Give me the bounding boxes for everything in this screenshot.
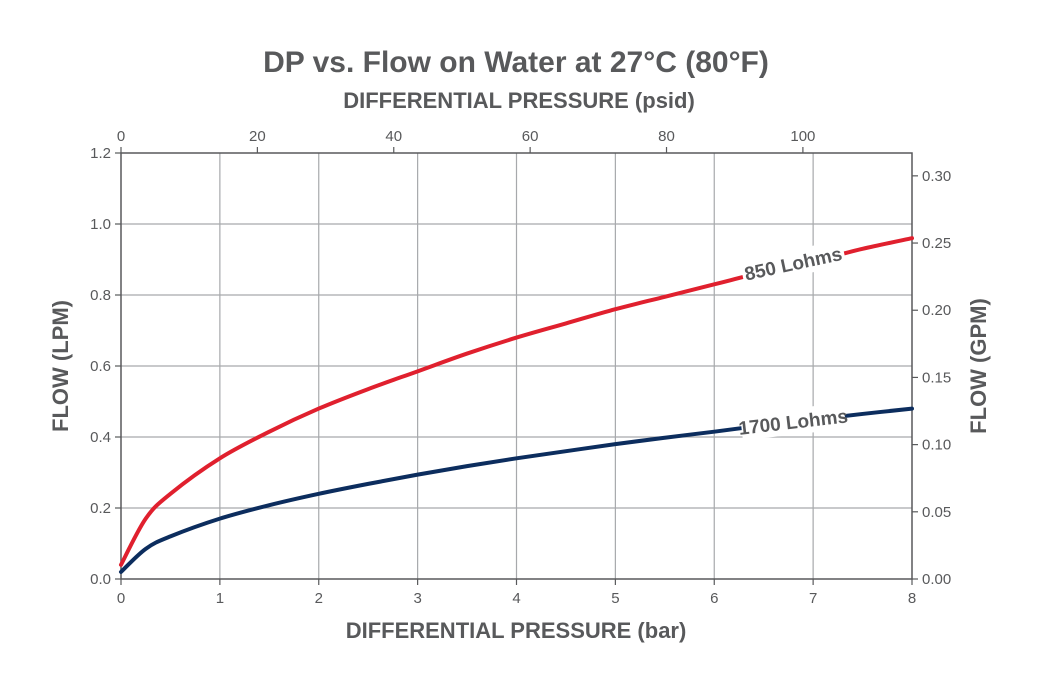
x2-tick-label: 20 (249, 128, 266, 145)
series-label-group: 1700 Lohms (738, 402, 849, 441)
series-label-bg (739, 402, 847, 441)
x-tick-label: 2 (315, 590, 323, 607)
x2-tick-label: 40 (385, 128, 402, 145)
x2-tick-label: 60 (522, 128, 539, 145)
y2-tick-label: 0.15 (922, 369, 951, 386)
plot-frame (120, 152, 913, 580)
x-tick-label: 5 (611, 590, 619, 607)
series-label-group: 850 Lohms (739, 239, 847, 287)
y-tick-label: 0.6 (90, 358, 111, 375)
x-tick-label: 4 (512, 590, 520, 607)
tick-labels: 0 1 2 3 4 5 6 7 8 0.0 0.2 0.4 0.6 0.8 1.0 1.2 0 20 40 60 80 1… (90, 128, 951, 607)
x2-tick-label: 100 (790, 128, 815, 145)
y-tick-label: 0.8 (90, 287, 111, 304)
x-tick-label: 6 (710, 590, 718, 607)
chart-title: DP vs. Flow on Water at 27°C (80°F) (263, 46, 769, 79)
top-axis-label: DIFFERENTIAL PRESSURE (psid) (343, 88, 695, 113)
y2-tick-label: 0.05 (922, 504, 951, 521)
y2-tick-label: 0.10 (922, 437, 951, 454)
y2-tick-label: 0.30 (922, 168, 951, 185)
y-tick-label: 1.2 (90, 145, 111, 162)
y-tick-label: 0.0 (90, 571, 111, 588)
x-tick-label: 0 (117, 590, 125, 607)
grid-lines (121, 153, 912, 579)
x-tick-label: 1 (216, 590, 224, 607)
x2-tick-label: 80 (658, 128, 675, 145)
right-axis-label: FLOW (GPM) (966, 298, 991, 434)
y-tick-label: 1.0 (90, 216, 111, 233)
x-tick-label: 8 (908, 590, 916, 607)
tick-marks (115, 147, 918, 585)
x2-tick-label: 0 (117, 128, 125, 145)
y2-tick-label: 0.00 (922, 571, 951, 588)
left-axis-label: FLOW (LPM) (48, 300, 73, 432)
x-tick-label: 3 (413, 590, 421, 607)
y-tick-label: 0.4 (90, 429, 111, 446)
y2-tick-label: 0.25 (922, 235, 951, 252)
series-lines: 850 Lohms 1700 Lohms (119, 236, 914, 574)
y-tick-label: 0.2 (90, 500, 111, 517)
bottom-axis-label: DIFFERENTIAL PRESSURE (bar) (346, 618, 687, 643)
series-label-bg (739, 239, 847, 287)
x-tick-label: 7 (809, 590, 817, 607)
y2-tick-label: 0.20 (922, 302, 951, 319)
